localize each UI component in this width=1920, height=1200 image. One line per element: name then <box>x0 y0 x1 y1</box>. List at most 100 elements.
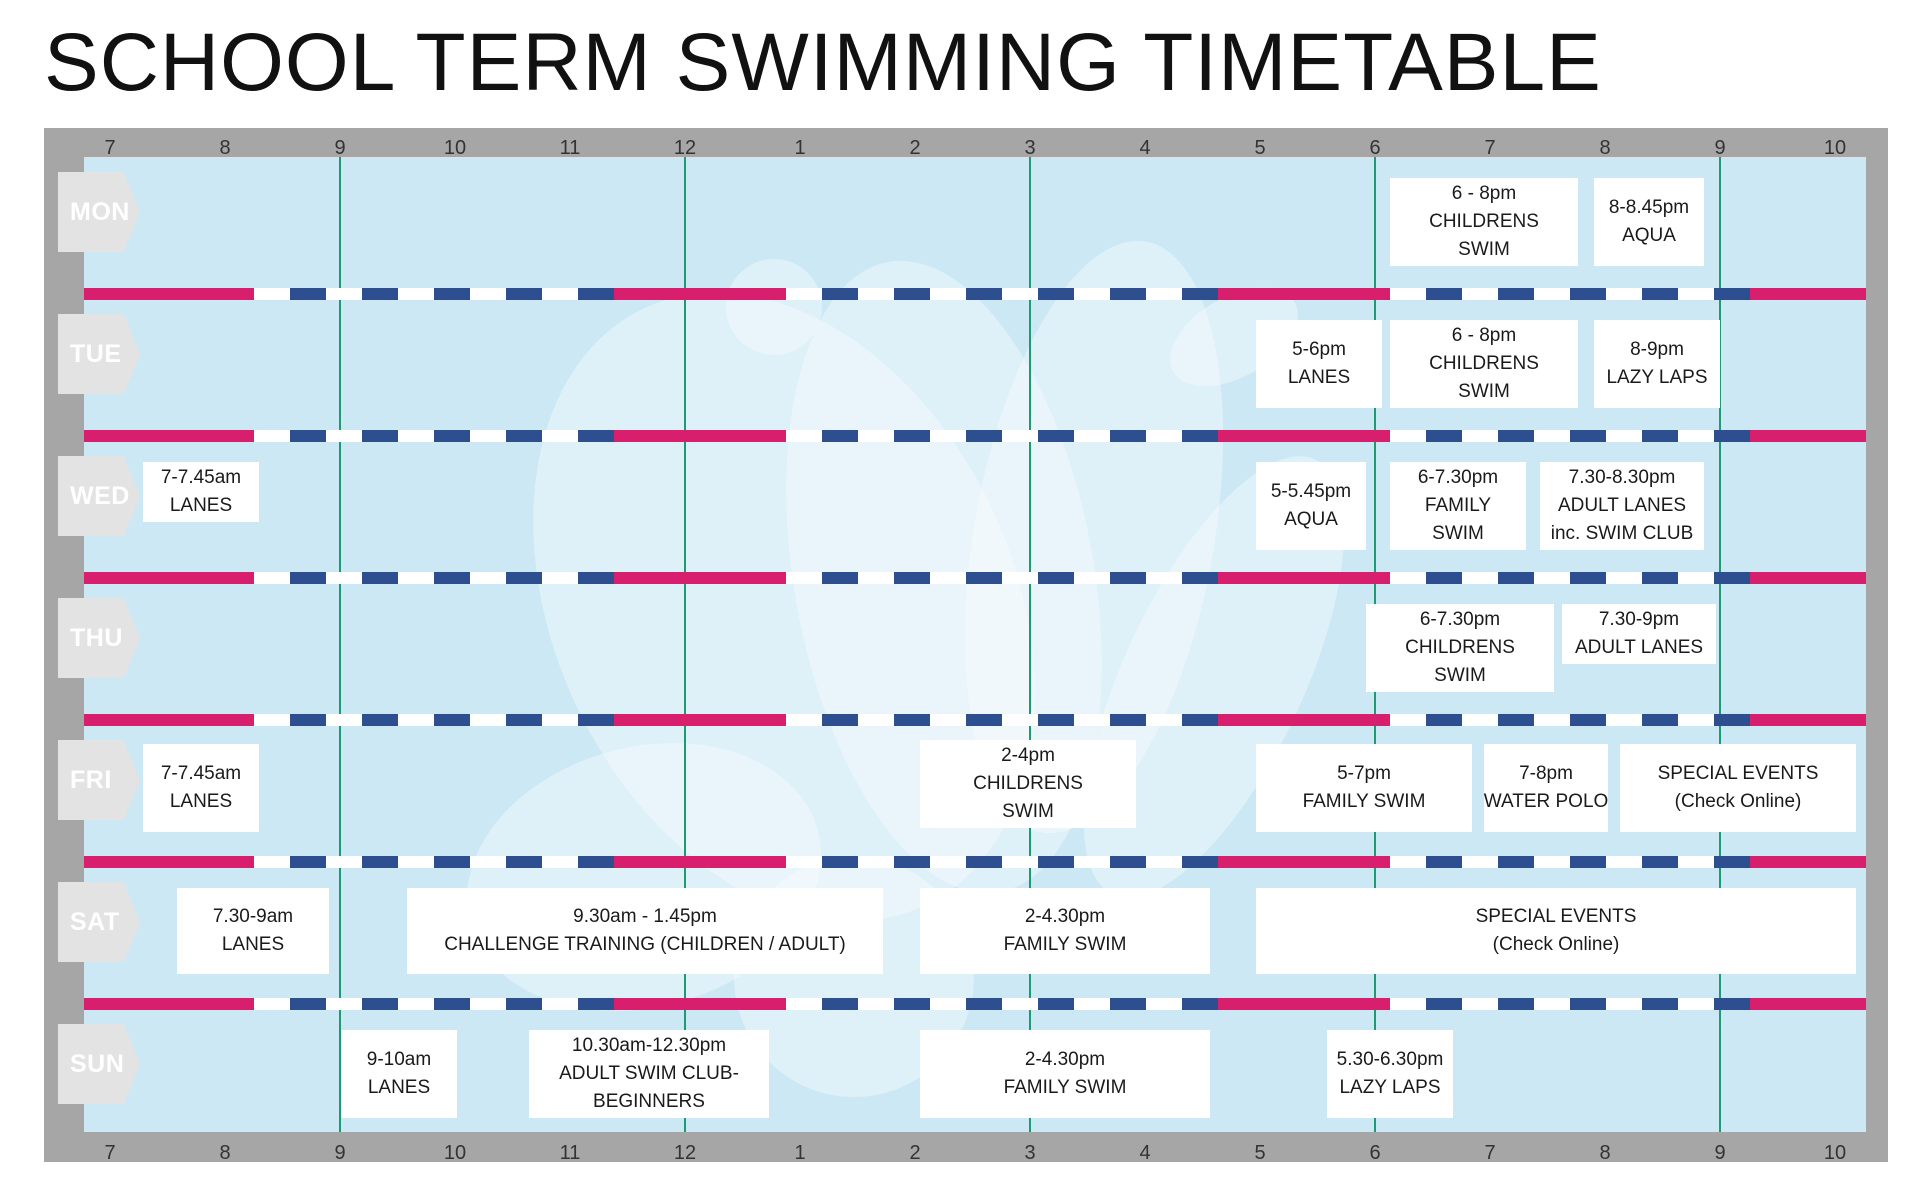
session-label: WATER POLO <box>1483 791 1609 812</box>
session-sat: 2-4.30pm FAMILY SWIM <box>920 888 1210 974</box>
day-tag-thu: THU <box>58 598 140 678</box>
session-time: 8-8.45pm <box>1608 197 1690 218</box>
hour-label-bottom: 10 <box>1823 1142 1847 1164</box>
session-label: (Check Online) <box>1674 791 1802 812</box>
hour-label-top: 4 <box>1139 137 1151 159</box>
hour-label-bottom: 2 <box>909 1142 921 1164</box>
lane-rope <box>84 430 1866 442</box>
day-tag-sun: SUN <box>58 1024 140 1104</box>
session-tue: 6 - 8pm CHILDRENS SWIM <box>1390 320 1578 408</box>
hour-label-bottom: 7 <box>1484 1142 1496 1164</box>
session-label: FAMILY <box>1424 495 1492 516</box>
session-sun: 5.30-6.30pm LAZY LAPS <box>1327 1030 1453 1118</box>
session-label: (Check Online) <box>1492 934 1620 955</box>
lane-rope <box>84 856 1866 868</box>
hour-label-top: 10 <box>1823 137 1847 159</box>
hour-label-top: 7 <box>1484 137 1496 159</box>
session-tue: 8-9pm LAZY LAPS <box>1594 320 1720 408</box>
hour-gridline <box>1029 157 1031 1132</box>
session-time: 9.30am - 1.45pm <box>573 906 717 927</box>
lane-rope <box>84 288 1866 300</box>
session-time: 7.30-9am <box>212 906 294 927</box>
session-wed: 7-7.45am LANES <box>143 462 259 522</box>
hour-label-top: 7 <box>104 137 116 159</box>
session-wed: 6-7.30pm FAMILY SWIM <box>1390 462 1526 550</box>
session-fri: 2-4pm CHILDRENS SWIM <box>920 740 1136 828</box>
session-label: SWIM <box>1458 381 1510 402</box>
session-label: ADULT LANES <box>1557 495 1687 516</box>
hour-label-bottom: 3 <box>1024 1142 1036 1164</box>
hour-label-top: 12 <box>673 137 697 159</box>
hour-label-bottom: 12 <box>673 1142 697 1164</box>
session-label: FAMILY SWIM <box>1003 1077 1127 1098</box>
session-label: inc. SWIM CLUB <box>1550 523 1694 544</box>
hour-label-bottom: 7 <box>104 1142 116 1164</box>
session-label: BEGINNERS <box>593 1091 705 1112</box>
session-label: SWIM <box>1432 523 1484 544</box>
session-mon: 6 - 8pm CHILDRENS SWIM <box>1390 178 1578 266</box>
session-label: LAZY LAPS <box>1339 1077 1441 1098</box>
day-tag-wed: WED <box>58 456 140 536</box>
session-sun: 2-4.30pm FAMILY SWIM <box>920 1030 1210 1118</box>
session-label: SWIM <box>1002 801 1054 822</box>
session-thu: 7.30-9pm ADULT LANES <box>1562 604 1716 664</box>
session-time: 6-7.30pm <box>1419 609 1501 630</box>
session-time: 7-7.45am <box>160 763 242 784</box>
session-label: LANES <box>1287 367 1351 388</box>
session-sat: 9.30am - 1.45pm CHALLENGE TRAINING (CHILD… <box>407 888 883 974</box>
session-sat: SPECIAL EVENTS (Check Online) <box>1256 888 1856 974</box>
hour-label-bottom: 9 <box>1714 1142 1726 1164</box>
session-time: 6-7.30pm <box>1417 467 1499 488</box>
session-time: SPECIAL EVENTS <box>1657 763 1819 784</box>
lane-rope <box>84 572 1866 584</box>
hour-label-top: 9 <box>334 137 346 159</box>
session-time: 2-4pm <box>1001 745 1055 766</box>
hour-label-top: 6 <box>1369 137 1381 159</box>
session-mon: 8-8.45pm AQUA <box>1594 178 1704 266</box>
session-label: LANES <box>221 934 285 955</box>
session-label: LAZY LAPS <box>1606 367 1708 388</box>
session-label: CHILDRENS <box>973 773 1083 794</box>
page-title: SCHOOL TERM SWIMMING TIMETABLE <box>44 17 1602 108</box>
session-thu: 6-7.30pm CHILDRENS SWIM <box>1366 604 1554 692</box>
session-time: 8-9pm <box>1630 339 1684 360</box>
session-time: 6 - 8pm <box>1451 183 1517 204</box>
hour-label-top: 11 <box>559 137 581 159</box>
hour-label-top: 9 <box>1714 137 1726 159</box>
hour-label-top: 3 <box>1024 137 1036 159</box>
day-tag-mon: MON <box>58 172 140 252</box>
hour-label-top: 8 <box>1599 137 1611 159</box>
session-wed: 7.30-8.30pm ADULT LANES inc. SWIM CLUB <box>1540 462 1704 550</box>
session-time: 7-7.45am <box>160 467 242 488</box>
hour-gridline <box>339 157 341 1132</box>
lane-rope <box>84 714 1866 726</box>
session-label: FAMILY SWIM <box>1302 791 1426 812</box>
session-label: LANES <box>169 791 233 812</box>
session-label: LANES <box>367 1077 431 1098</box>
session-label: AQUA <box>1284 509 1338 530</box>
lane-rope <box>84 998 1866 1010</box>
session-time: 5-7pm <box>1337 763 1391 784</box>
session-label: LANES <box>169 495 233 516</box>
session-time: 7.30-8.30pm <box>1568 467 1676 488</box>
hour-label-bottom: 9 <box>334 1142 346 1164</box>
session-time: 2-4.30pm <box>1024 906 1106 927</box>
session-label: CHILDRENS <box>1429 211 1539 232</box>
hour-label-top: 10 <box>443 137 467 159</box>
hour-label-bottom: 1 <box>794 1142 806 1164</box>
hour-label-bottom: 5 <box>1254 1142 1266 1164</box>
session-time: 5-5.45pm <box>1270 481 1352 502</box>
session-time: 10.30am-12.30pm <box>571 1035 727 1056</box>
session-label: SWIM <box>1434 665 1486 686</box>
session-label: AQUA <box>1622 225 1676 246</box>
day-tag-sat: SAT <box>58 882 140 962</box>
session-time: 9-10am <box>366 1049 432 1070</box>
hour-gridline <box>1719 157 1721 1132</box>
hour-label-top: 8 <box>219 137 231 159</box>
session-fri: 7-7.45am LANES <box>143 744 259 832</box>
session-label: CHILDRENS <box>1405 637 1515 658</box>
session-tue: 5-6pm LANES <box>1256 320 1382 408</box>
hour-label-bottom: 10 <box>443 1142 467 1164</box>
session-time: 5-6pm <box>1292 339 1346 360</box>
hour-label-bottom: 8 <box>219 1142 231 1164</box>
